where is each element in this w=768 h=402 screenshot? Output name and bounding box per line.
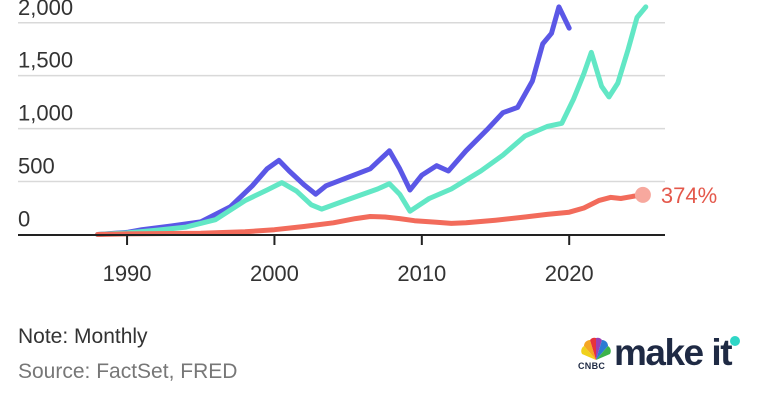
make-it-wordmark: make it bbox=[614, 332, 733, 373]
end-marker-group: 374% bbox=[634, 183, 717, 208]
cnbc-peacock-icon bbox=[581, 337, 611, 360]
chart-svg: 0 500 1,000 1,500 2,000 1990 2000 2010 2020 374… bbox=[18, 0, 717, 286]
x-tick-label: 1990 bbox=[103, 261, 152, 286]
end-value-label: 374% bbox=[661, 183, 717, 208]
chart-note: Note: Monthly bbox=[18, 325, 148, 348]
y-tick-label: 2,000 bbox=[18, 0, 73, 20]
x-axis-ticks: 1990 2000 2010 2020 bbox=[103, 235, 594, 286]
end-point-marker bbox=[634, 186, 651, 203]
x-tick-label: 2000 bbox=[250, 261, 299, 286]
y-tick-label: 1,500 bbox=[18, 48, 73, 73]
series-line-2 bbox=[95, 4, 649, 237]
cnbc-make-it-logo: CNBC make it bbox=[578, 330, 758, 380]
y-tick-label: 1,000 bbox=[18, 101, 73, 126]
series-line-1 bbox=[95, 4, 572, 237]
y-tick-label: 500 bbox=[18, 154, 55, 179]
series-lines bbox=[95, 4, 649, 237]
cnbc-text: CNBC bbox=[578, 361, 606, 371]
y-tick-label: 0 bbox=[18, 206, 30, 231]
x-tick-label: 2020 bbox=[545, 261, 594, 286]
chart-source: Source: FactSet, FRED bbox=[18, 360, 238, 383]
brand-dot bbox=[730, 336, 740, 346]
x-tick-label: 2010 bbox=[397, 261, 446, 286]
gridlines bbox=[18, 22, 665, 183]
y-axis-ticks: 0 500 1,000 1,500 2,000 bbox=[18, 0, 73, 231]
series-line-3 bbox=[95, 192, 646, 237]
